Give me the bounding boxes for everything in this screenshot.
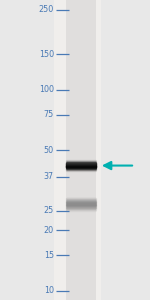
Bar xyxy=(54,0,100,300)
Text: 50: 50 xyxy=(44,146,54,155)
Text: 20: 20 xyxy=(44,226,54,235)
Text: 25: 25 xyxy=(44,206,54,215)
Text: 150: 150 xyxy=(39,50,54,59)
Text: 100: 100 xyxy=(39,85,54,94)
Text: 75: 75 xyxy=(44,110,54,119)
Text: 37: 37 xyxy=(44,172,54,181)
Text: 250: 250 xyxy=(39,5,54,14)
Text: 10: 10 xyxy=(44,286,54,295)
Text: 15: 15 xyxy=(44,251,54,260)
Bar xyxy=(66,0,96,300)
